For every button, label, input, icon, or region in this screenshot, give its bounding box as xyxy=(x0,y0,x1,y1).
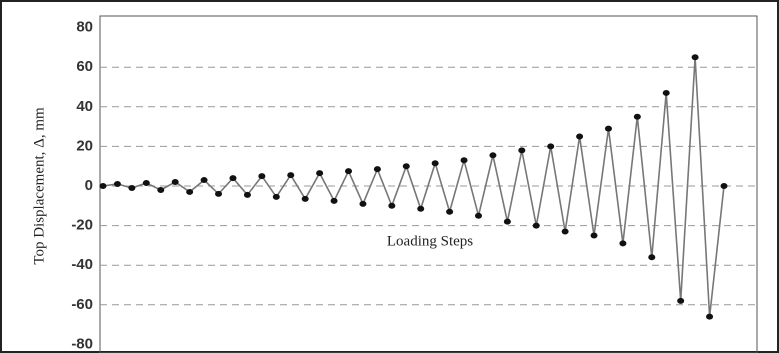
y-tick-label: -20 xyxy=(71,217,93,234)
y-tick-label: 60 xyxy=(76,58,93,75)
data-line xyxy=(102,57,725,317)
data-point xyxy=(619,240,627,247)
data-point xyxy=(691,54,699,61)
data-point xyxy=(301,195,309,202)
data-point xyxy=(330,197,338,204)
data-point xyxy=(215,190,223,197)
data-point xyxy=(171,179,179,186)
data-point xyxy=(258,173,266,180)
y-tick-label: -60 xyxy=(71,296,93,313)
y-tick-label: -80 xyxy=(71,335,93,352)
data-point xyxy=(142,180,150,187)
data-point xyxy=(243,191,251,198)
data-point xyxy=(359,200,367,207)
data-point xyxy=(648,254,656,261)
y-tick-label: 0 xyxy=(85,177,93,194)
data-point xyxy=(518,147,526,154)
data-point xyxy=(706,313,714,320)
data-point xyxy=(287,172,295,179)
data-point xyxy=(489,152,497,159)
data-point xyxy=(662,89,670,96)
data-point xyxy=(633,113,641,120)
data-point xyxy=(503,218,511,225)
data-point xyxy=(402,163,410,170)
data-point xyxy=(474,212,482,219)
data-point xyxy=(547,143,555,150)
y-tick-label: 40 xyxy=(76,98,93,115)
data-point xyxy=(417,205,425,212)
data-point xyxy=(99,183,107,189)
data-point xyxy=(272,193,280,200)
data-point xyxy=(576,133,584,140)
data-point xyxy=(388,202,396,209)
data-point xyxy=(128,184,136,191)
data-point xyxy=(446,208,454,215)
data-point xyxy=(720,183,728,189)
y-tick-label: 20 xyxy=(76,137,93,154)
data-point xyxy=(532,222,540,229)
data-point xyxy=(677,297,685,304)
data-point xyxy=(373,166,381,173)
data-point xyxy=(186,188,194,195)
data-point xyxy=(316,170,324,177)
data-point xyxy=(431,160,439,167)
data-point xyxy=(460,157,468,164)
data-point xyxy=(345,168,353,175)
data-point xyxy=(604,125,612,132)
data-point xyxy=(229,175,237,182)
data-point xyxy=(157,186,165,193)
data-point xyxy=(200,177,208,184)
data-point xyxy=(561,228,569,235)
y-tick-label: -40 xyxy=(71,256,93,273)
data-point xyxy=(590,232,598,239)
y-tick-label: 80 xyxy=(76,19,93,36)
data-point xyxy=(113,181,121,188)
annotation: Loading Steps xyxy=(387,233,473,249)
y-axis-label: Top Displacement, Δ, mm xyxy=(31,107,47,265)
